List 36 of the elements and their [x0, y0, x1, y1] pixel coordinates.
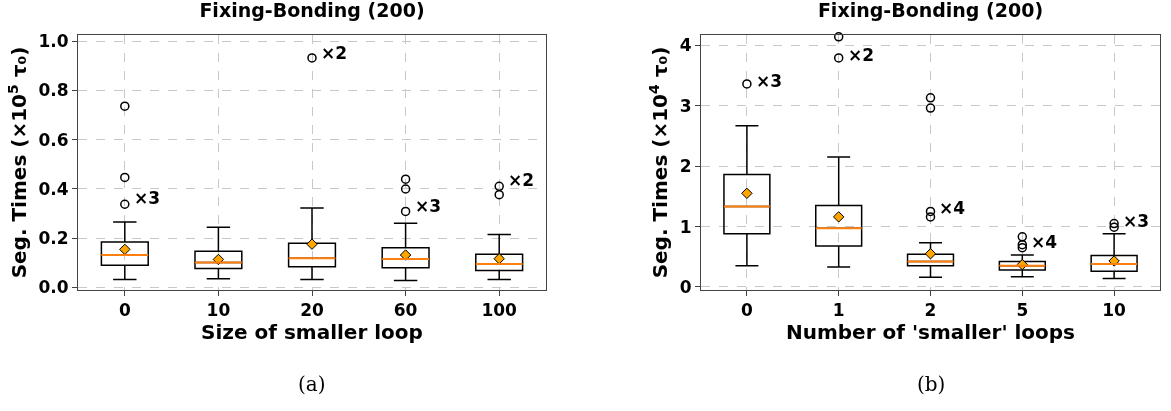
chart-title: Fixing-Bonding (200) — [817, 0, 1044, 22]
y-tick-label: 0 — [679, 276, 692, 297]
annotation: ×4 — [939, 198, 966, 218]
y-tick-label: 0.8 — [38, 80, 69, 101]
y-tick-label: 0.6 — [38, 129, 69, 150]
y-tick-label: 2 — [679, 156, 692, 177]
annotation: ×2 — [321, 43, 348, 63]
annotation: ×4 — [1031, 232, 1058, 252]
x-tick-label: 10 — [1102, 300, 1127, 321]
y-tick-label: 0.0 — [38, 277, 69, 298]
annotation: ×3 — [134, 188, 161, 208]
y-tick-label: 0.4 — [38, 178, 69, 199]
x-tick-label: 0 — [118, 300, 131, 321]
x-tick-label: 10 — [206, 300, 231, 321]
annotation: ×3 — [756, 71, 783, 91]
x-tick-label: 1 — [832, 300, 845, 321]
annotation: ×2 — [508, 170, 535, 190]
y-tick-label: 1.0 — [38, 31, 69, 52]
annotation: ×3 — [415, 196, 442, 216]
x-tick-label: 0 — [740, 300, 753, 321]
x-tick-label: 2 — [924, 300, 937, 321]
text: (b) — [917, 372, 946, 396]
text: (a) — [298, 372, 326, 396]
y-tick-label: 1 — [679, 216, 692, 237]
y-tick-label: 0.2 — [38, 228, 69, 249]
x-axis-title: Size of smaller loop — [201, 320, 423, 345]
x-tick-label: 20 — [300, 300, 324, 321]
y-tick-label: 3 — [679, 95, 692, 116]
x-axis-title: Number of 'smaller' loops — [785, 320, 1076, 345]
annotation: ×2 — [848, 45, 875, 65]
x-tick-label: 5 — [1016, 300, 1029, 321]
annotation: ×3 — [1123, 211, 1150, 231]
chart-title: Fixing-Bonding (200) — [199, 0, 425, 22]
x-tick-label: 60 — [393, 300, 418, 321]
y-tick-label: 4 — [679, 35, 692, 56]
x-tick-label: 100 — [481, 300, 518, 321]
